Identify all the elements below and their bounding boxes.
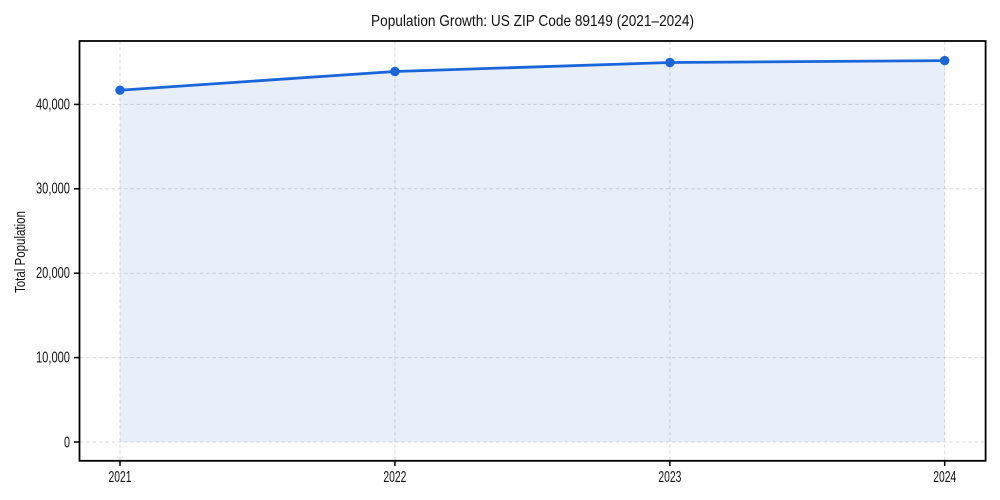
svg-text:10,000: 10,000 xyxy=(36,350,70,367)
svg-text:30,000: 30,000 xyxy=(36,181,70,198)
svg-text:0: 0 xyxy=(64,434,70,451)
svg-text:Population Growth: US ZIP Code: Population Growth: US ZIP Code 89149 (20… xyxy=(371,13,694,30)
svg-text:20,000: 20,000 xyxy=(36,265,70,282)
svg-text:2021: 2021 xyxy=(109,469,132,486)
svg-text:2023: 2023 xyxy=(658,469,681,486)
svg-text:2024: 2024 xyxy=(933,469,956,486)
svg-text:40,000: 40,000 xyxy=(36,96,70,113)
svg-text:2022: 2022 xyxy=(383,469,406,486)
svg-text:Total Population: Total Population xyxy=(12,211,29,293)
